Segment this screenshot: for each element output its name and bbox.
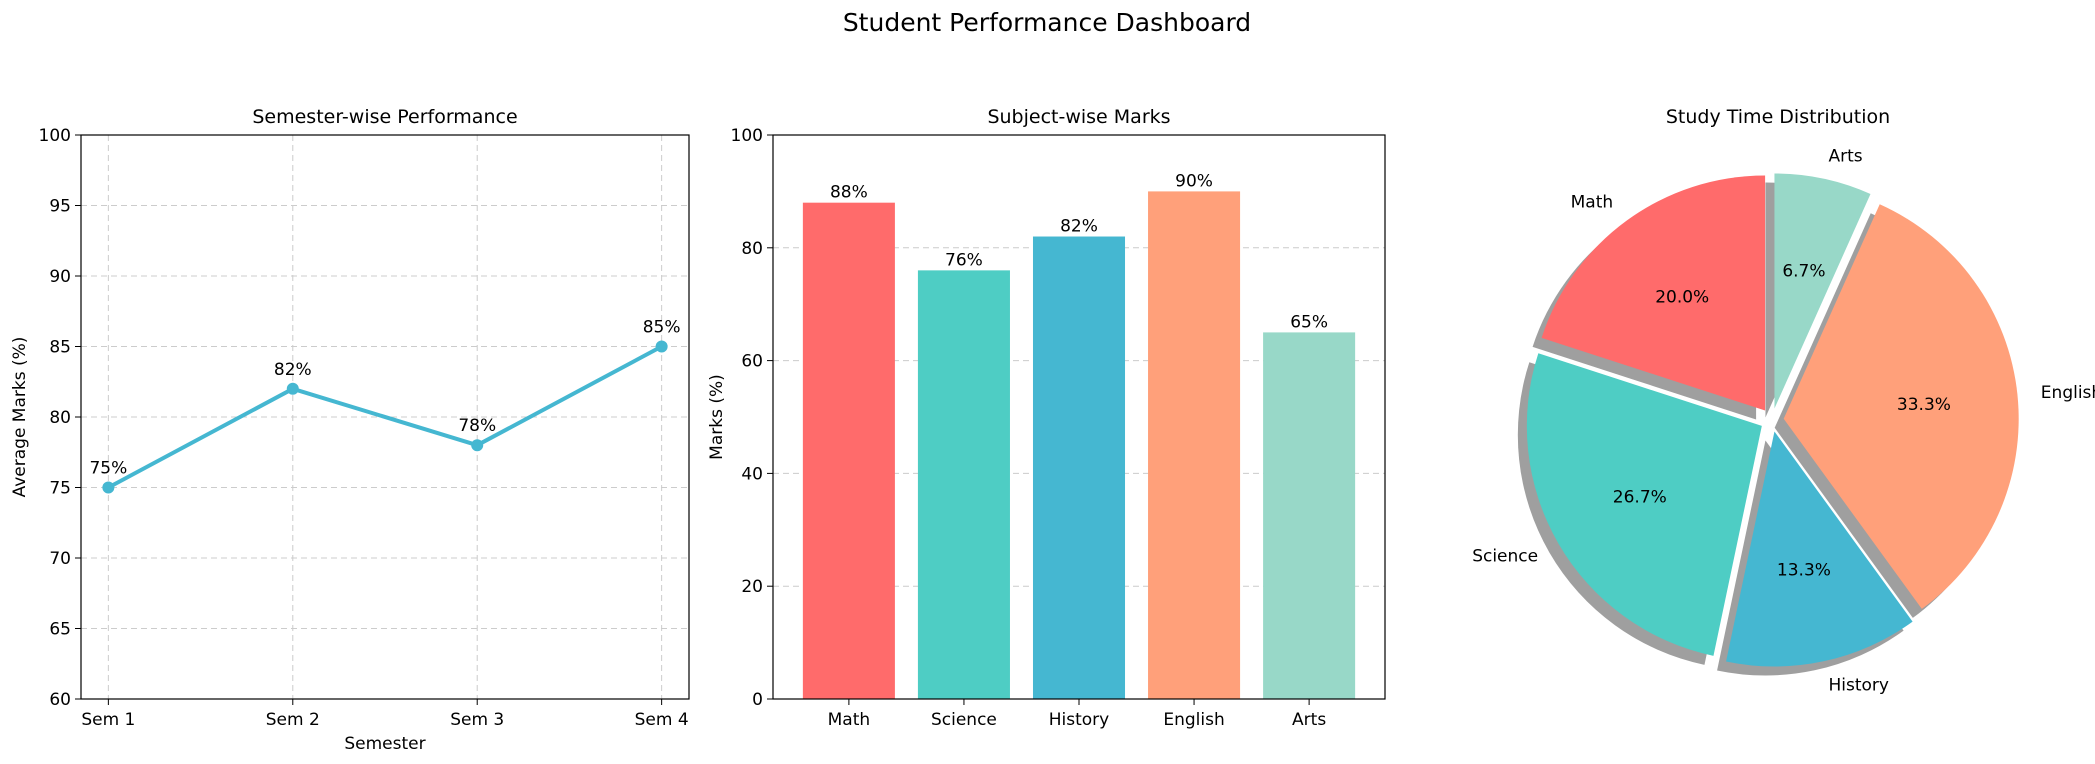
y-tick-label: 80	[741, 239, 763, 259]
data-label: 82%	[274, 360, 312, 380]
y-tick-label: 85	[49, 338, 71, 358]
chart-title: Study Time Distribution	[1666, 106, 1890, 128]
x-tick-label-english: English	[1163, 710, 1224, 730]
data-label: 88%	[830, 183, 868, 203]
data-point	[655, 340, 668, 353]
data-point	[471, 439, 484, 452]
bar-arts	[1263, 332, 1356, 699]
x-tick-label-arts: Arts	[1292, 710, 1326, 730]
x-tick-label-sem-4: Sem 4	[635, 710, 689, 730]
data-label: 75%	[89, 459, 127, 479]
x-tick-label-sem-1: Sem 1	[81, 710, 135, 730]
wedge-label-science: Science	[1472, 546, 1538, 566]
y-tick-label: 0	[752, 690, 763, 710]
data-label: 76%	[945, 250, 983, 270]
pct-label: 26.7%	[1613, 488, 1667, 508]
y-tick-label: 95	[49, 197, 71, 217]
wedge-label-arts: Arts	[1828, 147, 1862, 167]
pct-label: 33.3%	[1897, 395, 1951, 415]
series-line	[107, 344, 663, 490]
x-tick-label-math: Math	[828, 710, 871, 730]
bar-english	[1148, 191, 1241, 699]
x-tick-label-sem-2: Sem 2	[266, 710, 320, 730]
pct-label: 13.3%	[1777, 560, 1831, 580]
bar-history	[1032, 236, 1126, 699]
y-axis-label: Marks (%)	[707, 374, 727, 460]
y-tick-label: 80	[49, 408, 71, 428]
data-point	[102, 481, 115, 494]
y-tick-label: 60	[741, 352, 763, 372]
y-axis-label: Average Marks (%)	[10, 337, 30, 498]
study-time-pie-chart: 20.0% Math 26.7% Science 13.3% History 33.3% En…	[1472, 106, 2095, 695]
bar-science	[917, 270, 1010, 699]
chart-title: Semester-wise Performance	[252, 106, 517, 128]
wedge-label-english: English	[2041, 383, 2095, 403]
x-axis-label: Semester	[344, 734, 425, 754]
wedge-english	[1783, 204, 2019, 609]
chart-title: Subject-wise Marks	[987, 106, 1170, 128]
pct-label: 6.7%	[1782, 262, 1825, 282]
y-tick-label: 100	[731, 126, 763, 146]
semester-line-chart: 60 65 70 75 80 85 90 95 100 Sem 1 Sem 2 Sem 3 Sem 4 7…	[10, 106, 690, 754]
data-label: 90%	[1175, 171, 1213, 191]
data-label: 82%	[1060, 217, 1098, 237]
y-tick-label: 65	[49, 620, 71, 640]
y-tick-label: 75	[49, 479, 71, 499]
y-tick-label: 100	[39, 126, 71, 146]
y-tick-label: 70	[49, 549, 71, 569]
y-tick-label: 20	[741, 577, 763, 597]
wedge-arts	[1774, 173, 1871, 409]
wedge-label-math: Math	[1571, 192, 1614, 212]
wedge-history	[1726, 431, 1913, 667]
dashboard-title: Student Performance Dashboard	[843, 8, 1251, 37]
bar-math	[802, 202, 895, 699]
x-tick-label-science: Science	[931, 710, 997, 730]
data-point	[286, 382, 299, 395]
wedge-math	[1541, 175, 1766, 411]
wedge-label-history: History	[1828, 675, 1888, 695]
wedge-science	[1526, 353, 1762, 656]
data-label: 78%	[458, 416, 496, 436]
x-tick-label-history: History	[1049, 710, 1109, 730]
data-label: 65%	[1290, 312, 1328, 332]
y-tick-label: 60	[49, 690, 71, 710]
subject-bar-chart: 88% 76% 82% 90% 65% 0 20 40 60 80 100 Math Science Hi…	[707, 106, 1386, 730]
pct-label: 20.0%	[1655, 287, 1709, 307]
y-tick-label: 90	[49, 267, 71, 287]
y-tick-label: 40	[741, 464, 763, 484]
x-tick-label-sem-3: Sem 3	[450, 710, 504, 730]
data-label: 85%	[643, 318, 681, 338]
